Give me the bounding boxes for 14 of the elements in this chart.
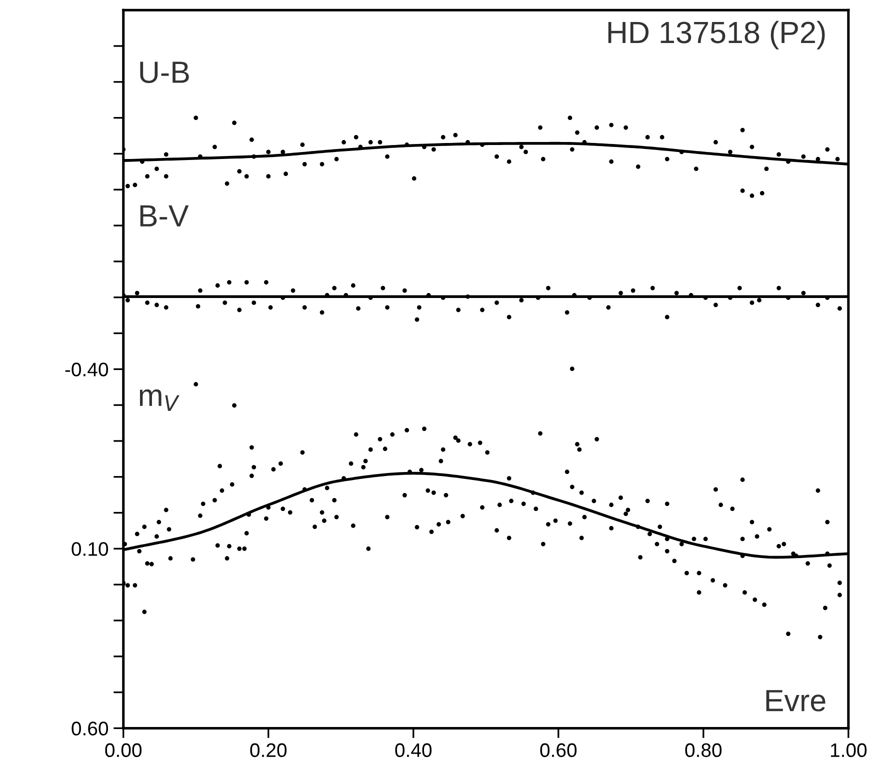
- legend-label: U-B: [140, 62, 189, 84]
- x-tick-label: 0.60: [540, 743, 577, 758]
- legend-label: B-V: [140, 205, 189, 226]
- legend-label: m$_{V}$: [140, 389, 180, 411]
- annotation: Evre: [766, 690, 826, 712]
- x-tick-label: 0.80: [685, 743, 722, 758]
- x-tick-label: 0.00: [105, 743, 142, 758]
- x-tick-label: 0.20: [250, 743, 287, 758]
- x-tick-label: 1.00: [830, 743, 867, 758]
- chart-title: HD 137518 (P2): [608, 20, 825, 50]
- x-tick-label: 0.40: [395, 743, 432, 758]
- y-tick-label: 0.60: [72, 722, 108, 736]
- y-tick-label: 0.10: [72, 542, 108, 556]
- y-tick-label: -0.40: [65, 362, 108, 376]
